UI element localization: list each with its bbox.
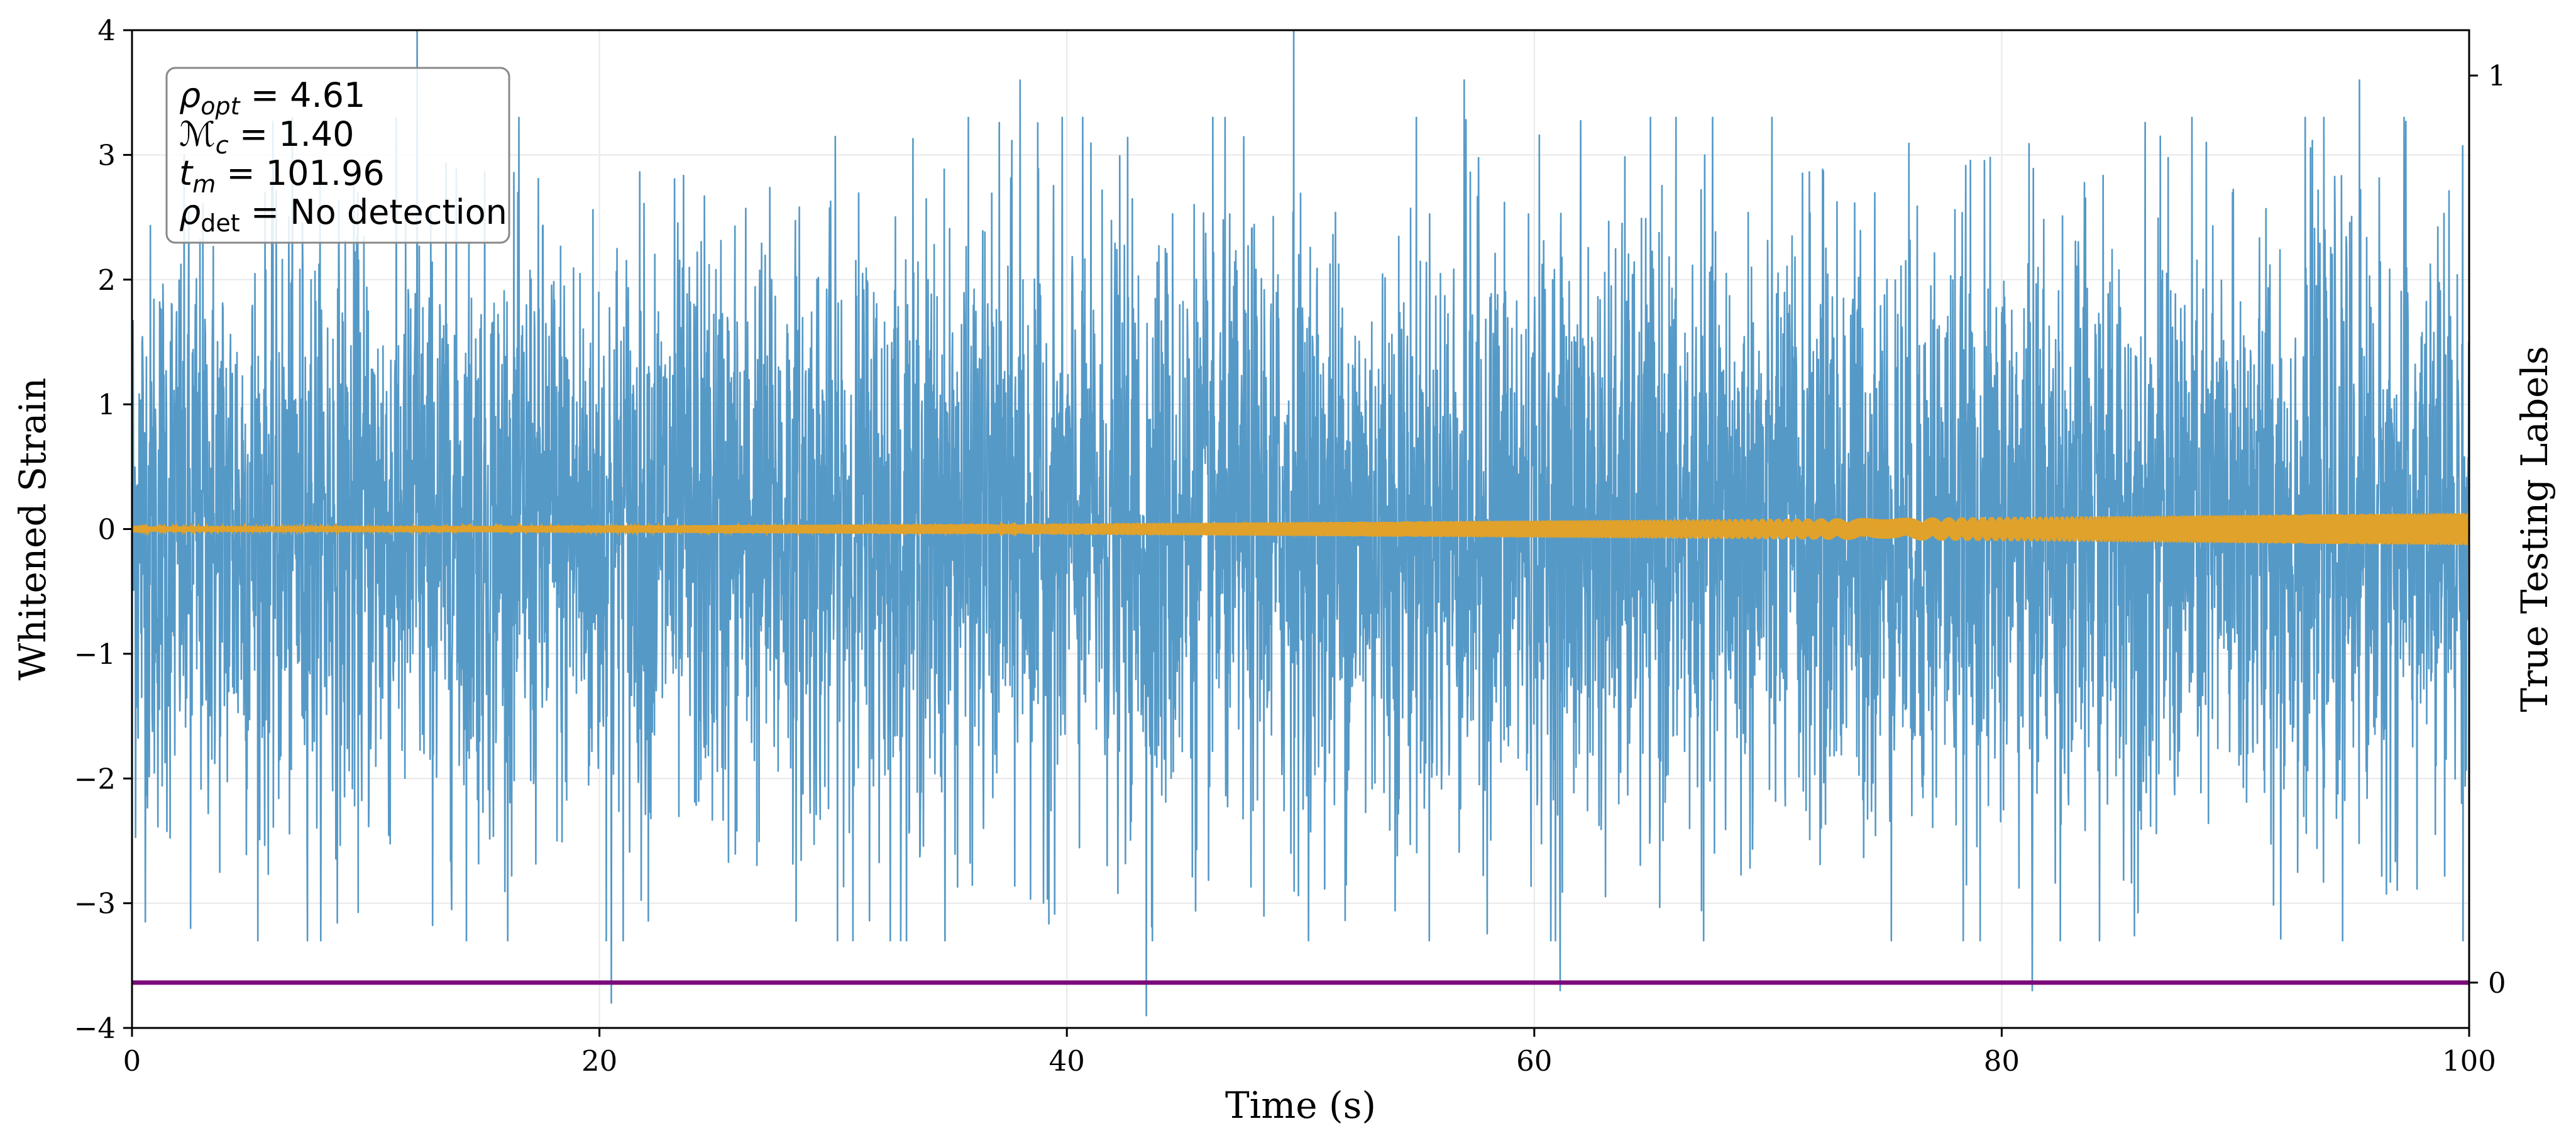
x-axis-label: Time (s) — [1225, 1084, 1376, 1127]
x-tick-label: 100 — [2442, 1044, 2496, 1078]
y-axis-label: Whitened Strain — [11, 378, 54, 681]
annotation-line: tm = 101.96 — [179, 153, 385, 198]
x-tick-label: 40 — [1049, 1044, 1085, 1078]
y-tick-label: −2 — [74, 762, 116, 795]
signal-series — [131, 512, 2470, 546]
y-tick-label: 4 — [97, 14, 116, 47]
y-tick-label: −1 — [74, 638, 116, 671]
y2-tick-label: 0 — [2488, 966, 2506, 1000]
signal-line — [131, 512, 2470, 546]
y-tick-label: −4 — [74, 1012, 116, 1045]
y-tick-label: 3 — [97, 138, 116, 172]
y2-tick-label: 1 — [2488, 59, 2506, 92]
strain-series — [131, 29, 2470, 1017]
y2-axis-label: True Testing Labels — [2513, 346, 2556, 712]
y-tick-label: 0 — [97, 513, 116, 546]
annotation-line: ℳc = 1.40 — [179, 114, 354, 159]
x-tick-label: 20 — [581, 1044, 617, 1078]
y-tick-label: −3 — [74, 887, 116, 920]
y-tick-label: 2 — [97, 263, 116, 297]
strain-line — [131, 29, 2470, 1017]
annotation-line: ρdet = No detection — [179, 192, 507, 237]
y-tick-label: 1 — [97, 388, 116, 421]
annotation-line: ρopt = 4.61 — [179, 75, 365, 120]
x-tick-label: 80 — [1984, 1044, 2020, 1078]
x-tick-label: 0 — [123, 1044, 141, 1078]
x-tick-label: 60 — [1516, 1044, 1552, 1078]
